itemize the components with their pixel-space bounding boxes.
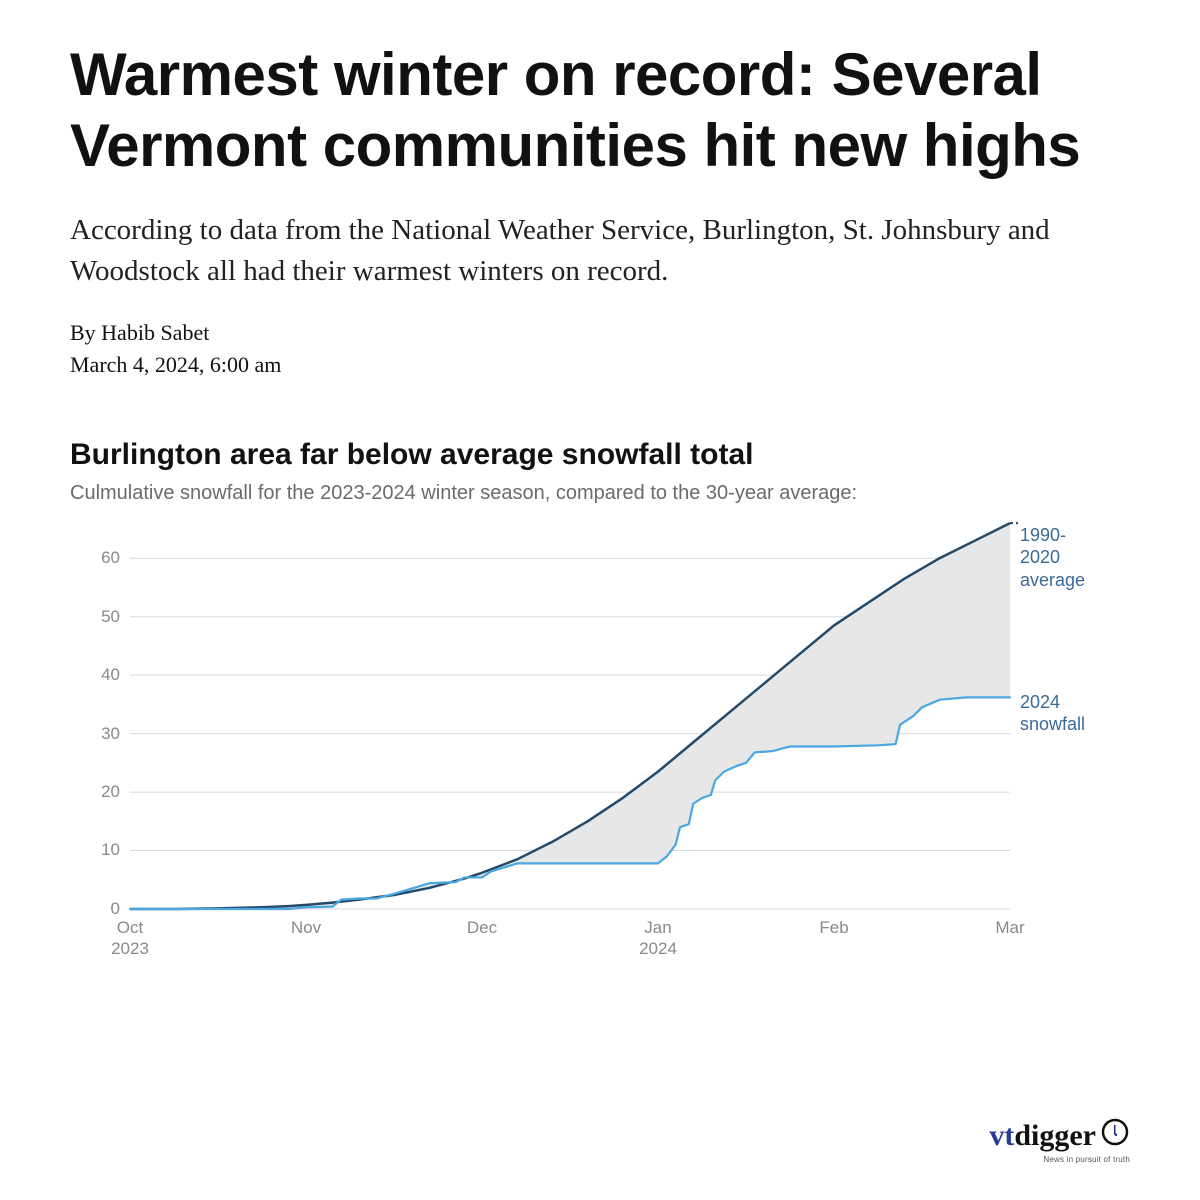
article-headline: Warmest winter on record: Several Vermon… [70, 40, 1130, 182]
logo-digger: digger [1014, 1119, 1096, 1153]
logo-tagline: News in pursuit of truth [1043, 1155, 1130, 1164]
y-tick-label: 50 [101, 607, 120, 627]
x-tick-label: Dec [467, 917, 497, 938]
publisher-logo: vtdigger News in pursuit of truth [989, 1117, 1130, 1164]
chart-subtitle: Culmulative snowfall for the 2023-2024 w… [70, 482, 1130, 505]
series-label-actual: 2024snowfall [1020, 691, 1085, 736]
y-tick-label: 30 [101, 724, 120, 744]
chart-svg [70, 519, 1130, 959]
series-label-average: 1990-2020average [1020, 524, 1085, 592]
x-tick-label: Feb [819, 917, 848, 938]
chart-title: Burlington area far below average snowfa… [70, 438, 1130, 472]
y-tick-label: 60 [101, 548, 120, 568]
y-tick-label: 0 [111, 899, 120, 919]
article-byline: By Habib Sabet [70, 320, 1130, 346]
y-tick-label: 40 [101, 665, 120, 685]
y-tick-label: 20 [101, 782, 120, 802]
x-tick-label: Mar [995, 917, 1024, 938]
x-tick-label: Jan2024 [639, 917, 677, 960]
x-tick-label: Nov [291, 917, 321, 938]
logo-vt: vt [989, 1119, 1014, 1153]
snowfall-chart: 0 10 20 30 40 50 60 Oct2023 Nov Dec Jan2024 Feb Mar… [70, 519, 1130, 959]
article-subhead: According to data from the National Weat… [70, 210, 1130, 292]
x-tick-label: Oct2023 [111, 917, 149, 960]
logo-icon [1100, 1117, 1130, 1155]
article-dateline: March 4, 2024, 6:00 am [70, 352, 1130, 378]
y-tick-label: 10 [101, 840, 120, 860]
